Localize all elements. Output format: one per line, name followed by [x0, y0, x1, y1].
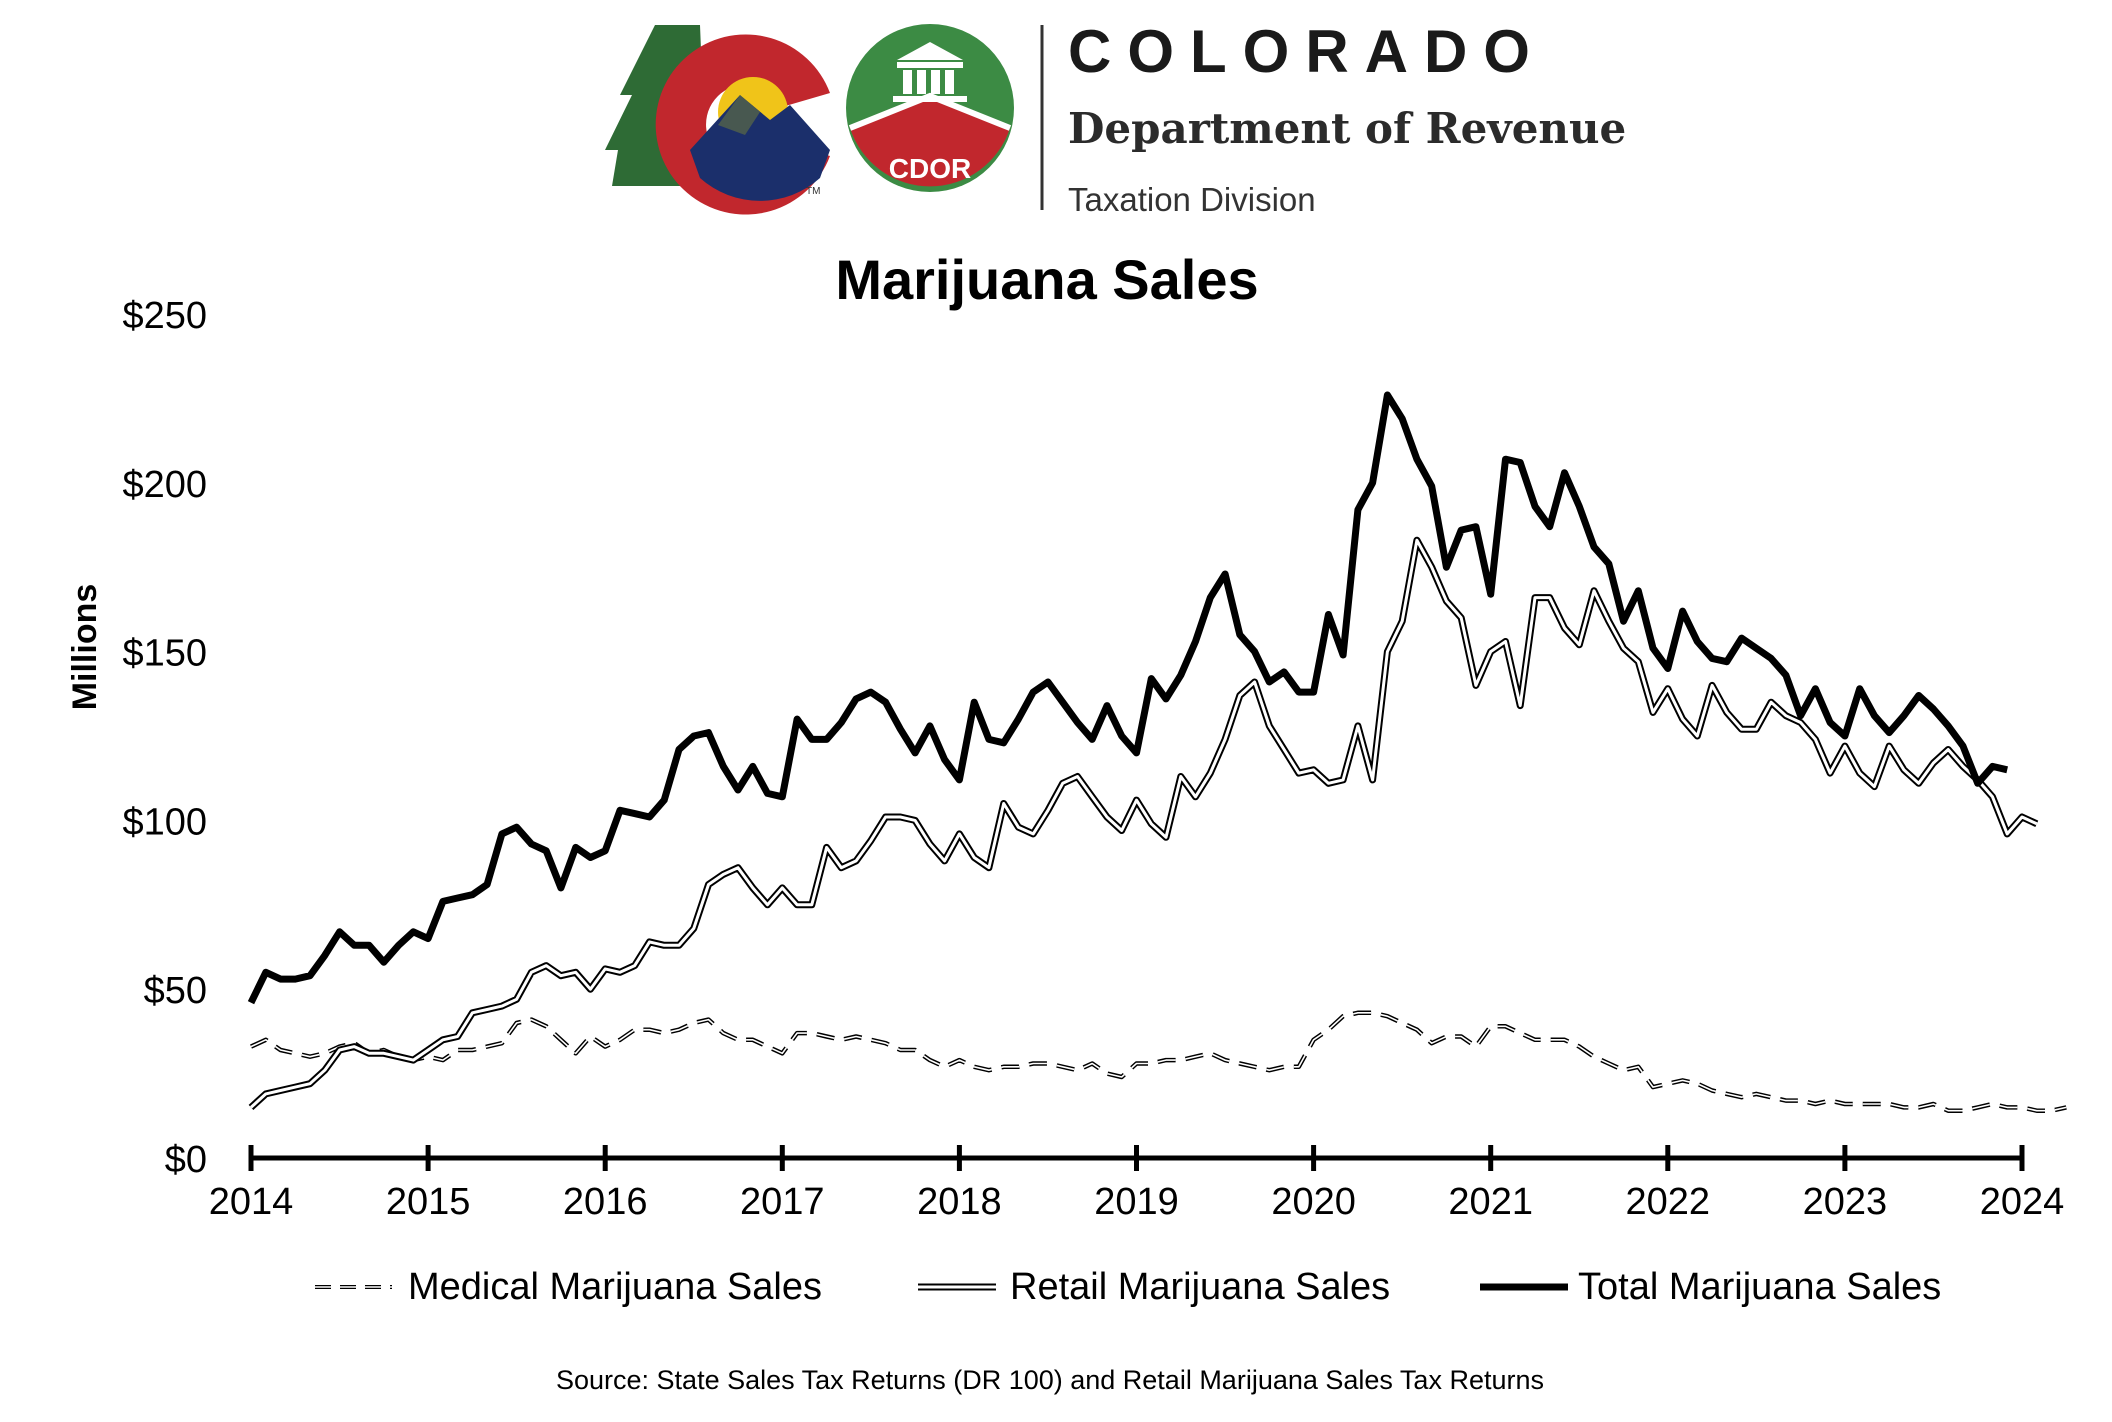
y-tick-label: $50 [144, 970, 207, 1012]
x-tick-label: 2018 [917, 1181, 1002, 1223]
building-icon [893, 42, 967, 102]
colorado-logo: TM [605, 25, 830, 215]
y-tick-label: $250 [122, 295, 207, 337]
y-tick-label: $100 [122, 801, 207, 843]
legend: Medical Marijuana Sales Retail Marijuana… [315, 1266, 1941, 1308]
y-axis-ticks: $0 $50 $100 $150 $200 $250 [122, 295, 207, 1181]
x-tick-label: 2016 [563, 1181, 648, 1223]
x-axis-ticks: 2014 2015 2016 2017 2018 2019 2020 2021 2022 2023… [209, 1145, 2065, 1223]
y-tick-label: $200 [122, 464, 207, 506]
legend-label-medical: Medical Marijuana Sales [408, 1266, 822, 1308]
x-tick-label: 2023 [1803, 1181, 1888, 1223]
source-note: Source: State Sales Tax Returns (DR 100)… [556, 1365, 1544, 1395]
seal-lower [850, 96, 1010, 187]
x-tick-label: 2020 [1271, 1181, 1356, 1223]
x-tick-label: 2019 [1094, 1181, 1179, 1223]
trademark-mark: TM [806, 186, 820, 197]
state-name: COLORADO [1068, 18, 1546, 85]
x-tick-label: 2021 [1448, 1181, 1533, 1223]
y-axis-label: Millions [66, 584, 104, 711]
series-line-medical-inner [250, 1011, 2067, 1112]
y-tick-label: $150 [122, 633, 207, 675]
division-name: Taxation Division [1068, 181, 1316, 218]
x-tick-label: 2014 [209, 1181, 294, 1223]
cdor-seal: CDOR [846, 24, 1014, 192]
series-line-retail-inner [249, 538, 2038, 1109]
chart-title: Marijuana Sales [835, 248, 1258, 311]
x-tick-label: 2015 [386, 1181, 471, 1223]
seal-text: CDOR [889, 153, 971, 184]
legend-label-retail: Retail Marijuana Sales [1010, 1266, 1390, 1308]
department-name: Department of Revenue [1068, 104, 1626, 153]
x-tick-label: 2024 [1980, 1181, 2065, 1223]
series-line-total [247, 391, 2008, 1005]
y-tick-label: $0 [165, 1139, 207, 1181]
legend-label-total: Total Marijuana Sales [1578, 1266, 1941, 1308]
x-tick-label: 2022 [1626, 1181, 1711, 1223]
series-layer [247, 391, 2067, 1113]
mountain-shade [718, 95, 760, 135]
x-tick-label: 2017 [740, 1181, 825, 1223]
